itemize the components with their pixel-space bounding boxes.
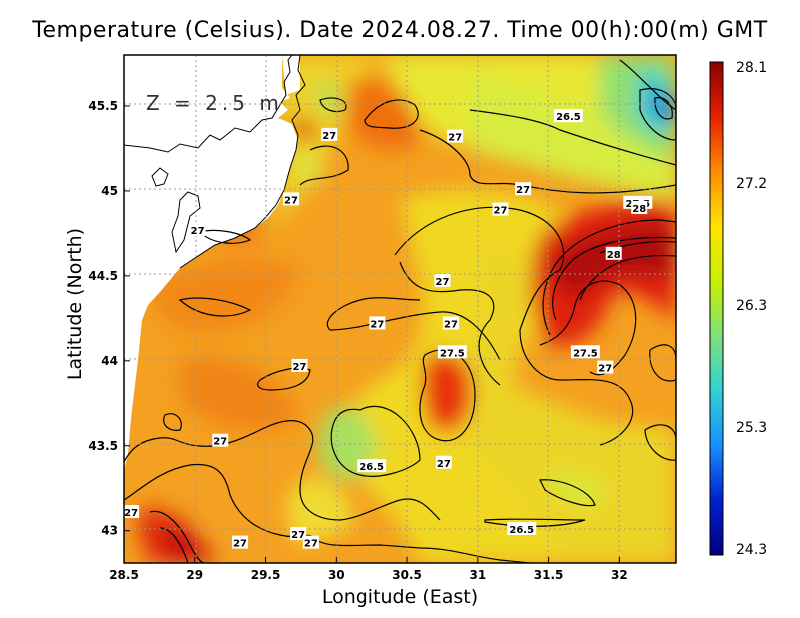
y-tick-label: 44.5: [88, 269, 118, 283]
contour-label: 27: [492, 202, 509, 217]
svg-text:27: 27: [494, 206, 508, 217]
svg-text:27: 27: [304, 539, 318, 550]
contour-label: 26.5: [357, 459, 387, 473]
y-axis-ticks: 43 43.5 44 44.5 45 45.5: [88, 99, 130, 538]
contour-label: 27: [447, 129, 464, 144]
svg-text:27: 27: [233, 539, 247, 550]
y-tick-label: 45: [101, 184, 118, 198]
y-axis-label: Latitude (North): [64, 227, 86, 381]
contour-label: 27: [291, 358, 308, 373]
x-tick-label: 31: [469, 568, 486, 582]
x-tick-label: 31.5: [534, 568, 564, 582]
contour-label: 27: [442, 316, 459, 330]
contour-label: 28: [605, 246, 622, 261]
colorbar-label-2: 27.2: [736, 176, 768, 192]
x-axis-label: Longitude (East): [321, 586, 479, 608]
x-tick-label: 32: [611, 568, 628, 582]
y-tick-label: 43: [101, 524, 118, 538]
svg-text:27: 27: [293, 362, 307, 373]
svg-text:27: 27: [437, 459, 451, 470]
grid-lines: [124, 55, 676, 563]
x-tick-label: 29.5: [251, 568, 281, 582]
contour-label: 27.5: [570, 345, 600, 359]
contour-label: 27.5: [437, 345, 467, 359]
colorbar: [709, 61, 724, 556]
contour-label: 26.5: [507, 522, 537, 536]
x-tick-label: 28.5: [109, 568, 139, 582]
x-tick-label: 30.5: [392, 568, 422, 582]
contour-label: 27: [290, 527, 307, 541]
depth-label: Z = 2.5 m: [146, 91, 283, 115]
map-frame: [123, 54, 677, 564]
contour-label: 26.5: [553, 109, 583, 123]
contour-label: 27: [124, 505, 140, 519]
contour-label: 27: [212, 433, 229, 448]
x-axis-ticks: 28.5 29 29.5 30 30.5 31 31.5 32: [109, 557, 628, 582]
contour-label: 28: [631, 200, 648, 215]
y-tick-label: 44: [101, 354, 118, 368]
svg-text:26.5: 26.5: [556, 112, 581, 123]
colorbar-label-max: 28.1: [736, 60, 768, 76]
svg-text:26.5: 26.5: [359, 462, 384, 473]
svg-text:28: 28: [607, 250, 621, 261]
contour-label: 27: [435, 455, 452, 470]
x-tick-label: 29: [186, 568, 203, 582]
contour-label: 27: [597, 360, 614, 375]
svg-text:27: 27: [191, 226, 205, 237]
y-tick-label: 45.5: [88, 99, 118, 113]
colorbar-label-3: 26.3: [736, 298, 768, 314]
x-tick-label: 30: [328, 568, 345, 582]
svg-text:27: 27: [516, 185, 530, 196]
contour-label: 27: [232, 535, 249, 550]
colorbar-label-4: 25.3: [736, 420, 768, 436]
svg-text:27: 27: [284, 195, 298, 206]
map-title: Temperature (Celsius). Date 2024.08.27. …: [32, 18, 768, 43]
svg-text:27: 27: [124, 508, 138, 519]
svg-text:27.5: 27.5: [440, 348, 465, 359]
svg-text:27: 27: [598, 364, 612, 375]
svg-text:27: 27: [213, 437, 227, 448]
svg-text:27: 27: [448, 133, 462, 144]
svg-text:27: 27: [291, 530, 305, 541]
svg-text:26.5: 26.5: [509, 525, 534, 536]
svg-text:27: 27: [322, 131, 336, 142]
contour-label: 27: [283, 192, 300, 206]
svg-text:27.5: 27.5: [573, 348, 598, 359]
svg-text:28: 28: [632, 204, 646, 215]
contour-label: 27: [321, 127, 338, 142]
svg-text:27: 27: [436, 277, 450, 288]
svg-text:27: 27: [370, 319, 384, 330]
contour-lines: [124, 59, 676, 563]
svg-text:27: 27: [444, 319, 458, 330]
contour-label: 27: [189, 222, 206, 237]
colorbar-label-min: 24.3: [736, 542, 768, 558]
contour-label: 27: [515, 182, 532, 196]
y-tick-label: 43.5: [88, 439, 118, 453]
contour-label: 27: [369, 316, 386, 330]
contour-label: 27: [434, 273, 451, 288]
contour-label: 27: [302, 535, 319, 550]
